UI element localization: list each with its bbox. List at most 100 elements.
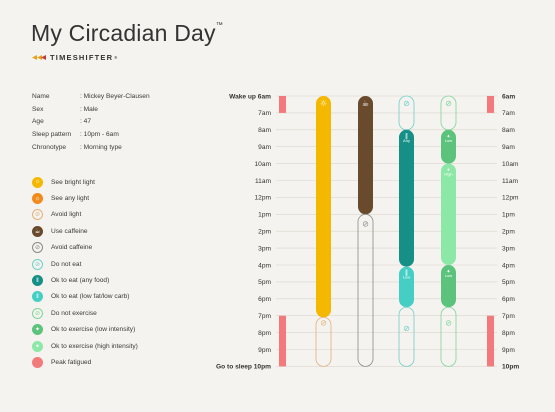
- time-label-right: 8am: [502, 127, 515, 134]
- profile-key: Chronotype: [32, 143, 67, 151]
- time-label-right: 1pm: [502, 212, 515, 219]
- profile-row-sleep: Sleep pattern : 10pm - 6am: [32, 129, 150, 142]
- coffee-slash-icon: ⊘: [362, 219, 369, 228]
- coffee-icon: ☕: [362, 99, 369, 108]
- legend-label: Ok to eat (low fat/low carb): [51, 293, 130, 301]
- legend-item: Peak fatigued: [32, 354, 138, 370]
- fork-knife-slash-icon: ⊘: [32, 258, 43, 270]
- time-label-left: 5pm: [258, 279, 271, 286]
- legend-item: ☼ See bright light: [32, 174, 138, 190]
- time-label-right: 9am: [502, 144, 515, 151]
- profile-row-sex: Sex: Male: [32, 104, 150, 117]
- profile-key: Age: [32, 118, 44, 126]
- legend-item: ☕ Use caffeine: [32, 223, 138, 239]
- legend-label: Do not exercise: [51, 309, 97, 317]
- exercise-high-text: High: [444, 172, 452, 177]
- time-label-right: 12pm: [502, 195, 519, 202]
- time-label-left: 6pm: [258, 296, 271, 303]
- profile-value: : 47: [80, 118, 91, 126]
- peak-fatigue-swatch: [32, 356, 43, 368]
- sun-slash-icon: ⊘: [320, 319, 327, 328]
- time-label-right: 2pm: [502, 229, 515, 236]
- legend-label: Do not eat: [51, 260, 82, 268]
- runner-slash-icon: ⊘: [445, 319, 452, 328]
- legend: ☼ See bright light ☼ See any light ⊘ Avoid …: [32, 174, 138, 371]
- time-label-right: 6pm: [502, 296, 515, 303]
- legend-label: Ok to exercise (low intensity): [51, 326, 136, 334]
- time-label-right: 11am: [502, 178, 519, 185]
- profile-key: Sex: [32, 105, 44, 113]
- fork-knife-icon: ‖: [405, 133, 408, 140]
- time-label-right: 9pm: [502, 347, 515, 354]
- exercise-low-bar: [441, 265, 456, 308]
- profile-row-chronotype: Chronotype : Morning type: [32, 142, 150, 155]
- sun-icon: ☼: [320, 99, 327, 108]
- legend-item: ⊘ Avoid light: [32, 207, 138, 223]
- profile-value: : 10pm - 6am: [80, 131, 119, 139]
- time-label-right: 4pm: [502, 262, 515, 269]
- avoid-light-bar: [315, 316, 332, 367]
- time-label-left: 9pm: [258, 347, 271, 354]
- time-label-right: 8pm: [502, 330, 515, 337]
- time-label-right: 3pm: [502, 245, 515, 252]
- legend-item: ☼ See any light: [32, 190, 138, 206]
- avoid-caffeine-bar: [357, 213, 374, 367]
- exercise-low-text: Low: [445, 138, 452, 143]
- legend-item: ‖ Ok to eat (any food): [32, 272, 138, 288]
- peak-fatigue-block: [279, 315, 286, 367]
- fork-knife-icon: ‖: [405, 270, 408, 277]
- time-label-left: 1pm: [258, 212, 271, 219]
- legend-label: Ok to eat (any food): [51, 277, 110, 285]
- brand-mark: ®: [114, 55, 119, 60]
- legend-label: See any light: [51, 195, 90, 203]
- time-label-right: 6am: [502, 93, 515, 100]
- bright-light-bar: [316, 96, 331, 318]
- exercise-high-bar: [441, 163, 456, 265]
- time-label-left: Go to sleep 10pm: [216, 364, 271, 371]
- profile-key: Sleep pattern: [32, 131, 72, 139]
- profile-value: : Mickey Beyer-Clausen: [80, 93, 150, 100]
- profile-value: : Morning type: [80, 143, 122, 151]
- trademark: ™: [215, 22, 223, 29]
- time-label-right: 7pm: [502, 313, 515, 320]
- legend-label: Peak fatigued: [51, 358, 92, 366]
- time-label-right: 10am: [502, 161, 519, 168]
- time-label-left: 7am: [258, 110, 271, 117]
- brand-logo: TIMESHIFTER ®: [32, 53, 118, 62]
- runner-icon: ✦: [446, 134, 450, 140]
- sun-slash-icon: ⊘: [32, 209, 43, 221]
- legend-label: Avoid light: [51, 211, 82, 219]
- runner-slash-icon: ⊘: [32, 307, 43, 319]
- runner-slash-icon: ⊘: [445, 99, 452, 108]
- time-label-left: 12pm: [255, 195, 272, 202]
- legend-item: ⊘ Do not eat: [32, 256, 138, 272]
- time-label-left: 3pm: [258, 245, 271, 252]
- time-label-right: 5pm: [502, 279, 515, 286]
- exercise-low-bar: [441, 129, 456, 164]
- peak-fatigue-block: [279, 96, 286, 113]
- legend-label: Avoid caffeine: [51, 244, 93, 252]
- sun-icon: ☼: [32, 193, 43, 205]
- runner-icon: ✦: [446, 269, 450, 275]
- runner-icon: ✦: [32, 340, 43, 352]
- eat-any-bar: [399, 129, 414, 267]
- brand-name: TIMESHIFTER: [50, 53, 114, 62]
- time-label-left: 8am: [258, 127, 271, 134]
- legend-item: ✦ Ok to exercise (low intensity): [32, 322, 138, 338]
- fork-knife-icon: ‖: [32, 275, 43, 287]
- time-label-right: 7am: [502, 110, 515, 117]
- time-label-left: 10am: [255, 161, 272, 168]
- time-label-left: 4pm: [258, 262, 271, 269]
- coffee-icon: ☕: [32, 225, 43, 237]
- peak-fatigue-block: [487, 96, 494, 113]
- exercise-low-text: Low: [445, 273, 452, 278]
- time-label-left: Wake up 6am: [229, 93, 271, 100]
- legend-label: See bright light: [51, 178, 95, 186]
- do-not-eat-bar: [398, 306, 415, 367]
- no-exercise-bar: [440, 306, 457, 367]
- fork-knife-slash-icon: ⊘: [403, 99, 410, 108]
- eat-any-text: Any: [403, 138, 410, 143]
- legend-item: ⊘ Do not exercise: [32, 305, 138, 321]
- fork-knife-slash-icon: ⊘: [403, 324, 410, 333]
